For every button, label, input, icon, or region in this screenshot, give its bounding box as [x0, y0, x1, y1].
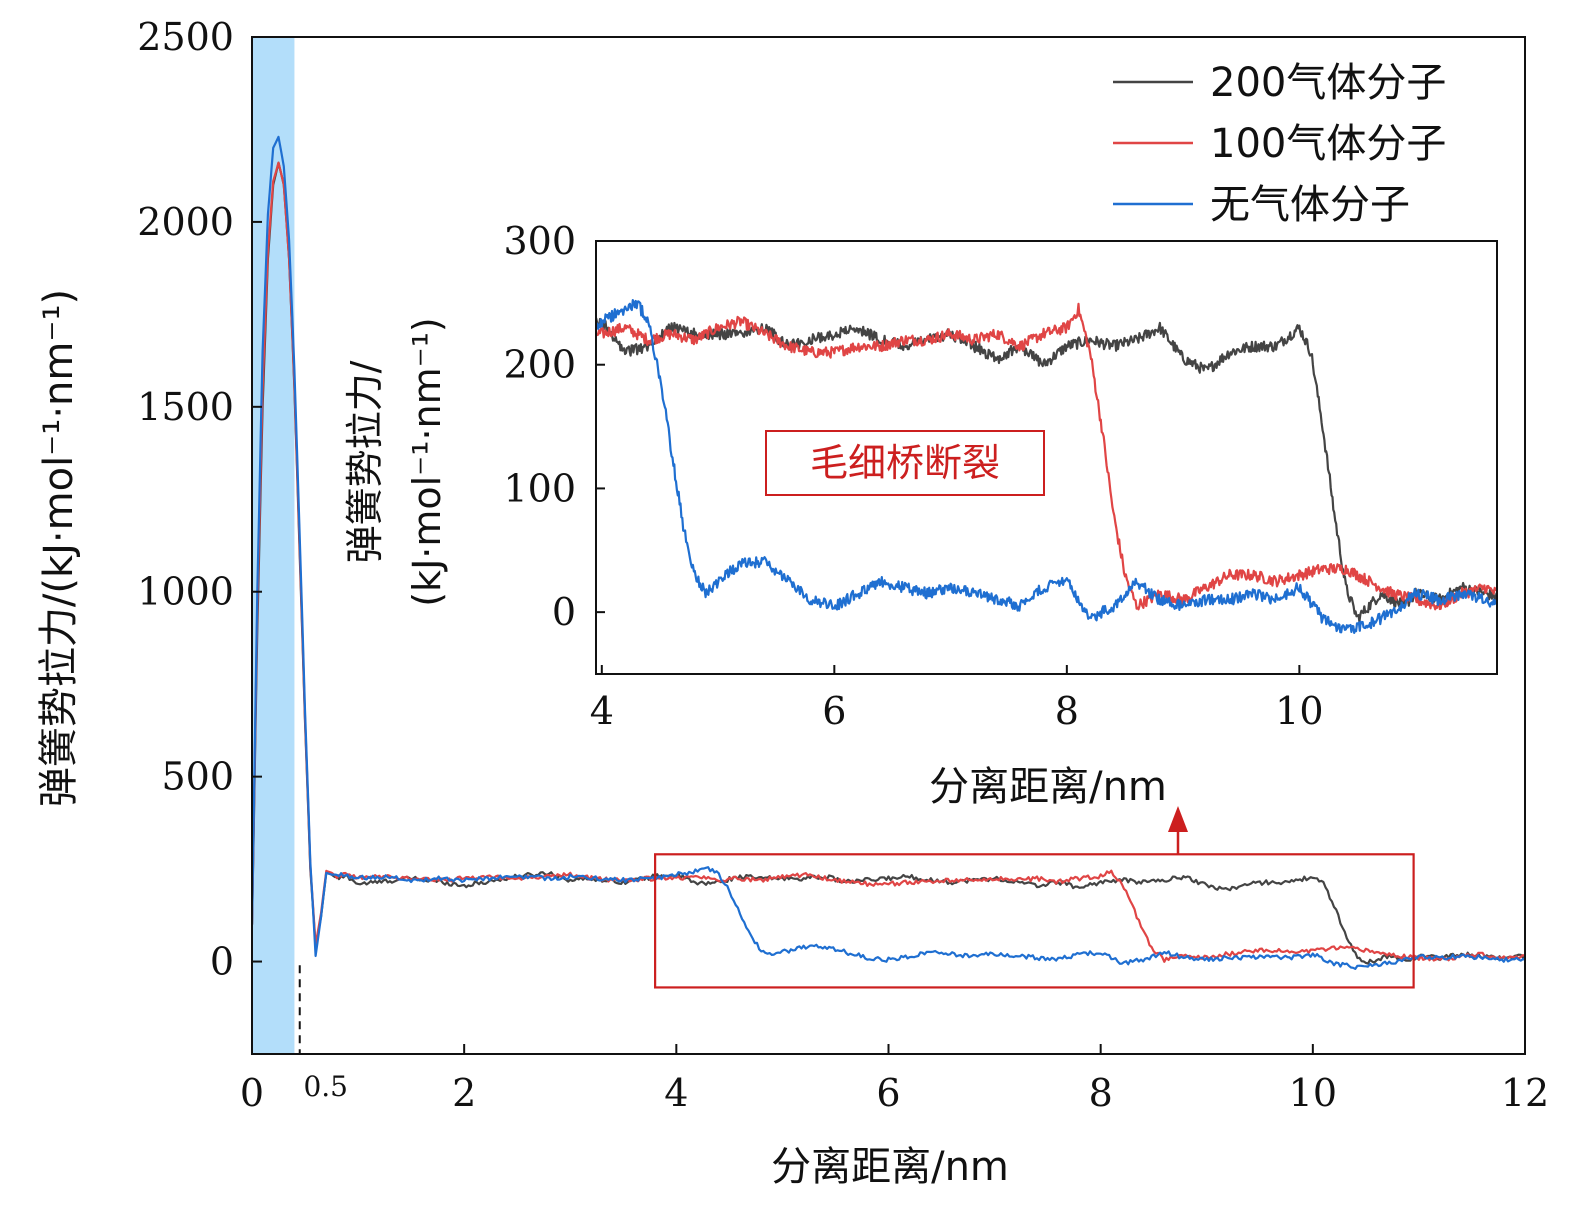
x-tick-label: 0: [240, 1071, 264, 1115]
inset-background: [596, 241, 1497, 674]
inset-pointer-arrow: [1168, 806, 1188, 855]
legend-label-200-gas: 200气体分子: [1210, 60, 1446, 106]
x-axis-title: 分离距离/nm: [771, 1144, 1009, 1190]
capillary-break-highlight-box: [654, 853, 1415, 989]
inset-series-line-2: [596, 299, 1497, 634]
inset-x-tick-label: 10: [1275, 689, 1323, 733]
x-tick-label: 8: [1089, 1071, 1113, 1115]
legend-label-no-gas: 无气体分子: [1210, 182, 1410, 228]
inset-y-axis-title-line2: (kJ·mol⁻¹·nm⁻¹): [405, 317, 449, 607]
inset-y-axis-title-line1: 弹簧势拉力/: [343, 360, 387, 563]
main-series-line-0: [252, 161, 1525, 965]
legend-item-200-gas: 200气体分子: [1113, 60, 1446, 106]
extra-tick-label: 0.5: [303, 1070, 348, 1103]
highlight-box-rect: [654, 853, 1415, 989]
annotation-text: 毛细桥断裂: [810, 441, 1000, 485]
legend-item-100-gas: 100气体分子: [1113, 121, 1446, 167]
inset-frame-rect: [595, 240, 1498, 675]
main-plot-lines: [252, 135, 1525, 970]
y-axis-title: 弹簧势拉力/(kJ·mol⁻¹·nm⁻¹): [36, 289, 82, 807]
y-tick-label: 0: [210, 940, 234, 984]
x-tick-label: 10: [1289, 1071, 1337, 1115]
inset-plot-lines: [596, 241, 1497, 674]
y-tick-label: 500: [161, 755, 234, 799]
inset-y-tick-label: 200: [503, 343, 576, 387]
x-tick-label: 12: [1501, 1071, 1549, 1115]
inset-y-tick-label: 0: [552, 590, 576, 634]
main-series-line-1: [252, 161, 1525, 963]
legend: 200气体分子 100气体分子 无气体分子: [1113, 60, 1446, 228]
y-tick-label: 2500: [137, 15, 234, 59]
inset-series-line-1: [596, 302, 1497, 611]
x-tick-label: 6: [876, 1071, 900, 1115]
inset-x-axis-title: 分离距离/nm: [929, 764, 1167, 810]
inset-y-tick-label: 300: [503, 219, 576, 263]
inset-x-tick-label: 4: [590, 689, 614, 733]
y-tick-label: 1000: [137, 570, 234, 614]
capillary-break-annotation: 毛细桥断裂: [765, 430, 1045, 496]
inset-series-line-0: [596, 317, 1497, 623]
inset-plot-frame: [595, 240, 1498, 675]
main-series-line-2: [252, 135, 1525, 970]
inset-x-tick-label: 8: [1055, 689, 1079, 733]
legend-label-100-gas: 100气体分子: [1210, 121, 1446, 167]
x-tick-label: 2: [452, 1071, 476, 1115]
x-tick-label: 4: [664, 1071, 688, 1115]
inset-x-tick-label: 6: [822, 689, 846, 733]
inset-y-tick-label: 100: [503, 466, 576, 510]
legend-item-no-gas: 无气体分子: [1113, 182, 1410, 228]
y-tick-label: 2000: [137, 200, 234, 244]
y-tick-label: 1500: [137, 385, 234, 429]
